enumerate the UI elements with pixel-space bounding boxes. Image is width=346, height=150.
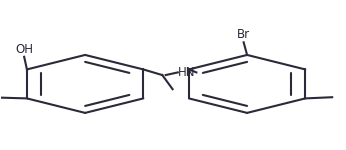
Text: Br: Br <box>237 28 250 41</box>
Text: OH: OH <box>15 43 33 56</box>
Text: HN: HN <box>178 66 196 79</box>
